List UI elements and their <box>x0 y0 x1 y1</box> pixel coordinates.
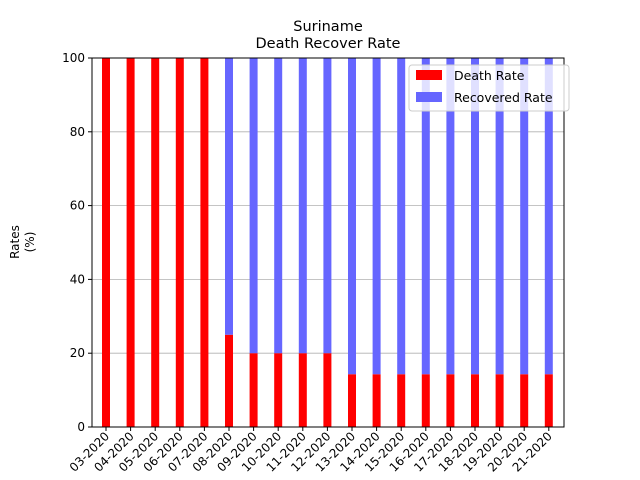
bar-death-rate-18-2020 <box>471 374 479 427</box>
bar-recovered-rate-15-2020 <box>397 58 406 375</box>
legend-frame <box>408 64 570 112</box>
legend: Death Rate Recovered Rate <box>408 64 570 112</box>
bar-recovered-rate-10-2020 <box>274 58 283 354</box>
bar-recovered-rate-18-2020 <box>471 58 479 375</box>
legend-swatch-death-rate <box>416 70 442 80</box>
bar-recovered-rate-08-2020 <box>225 58 233 335</box>
y-axis-label-line1: Rates <box>8 225 22 259</box>
bar-death-rate-10-2020 <box>274 353 283 427</box>
bar-recovered-rate-19-2020 <box>495 58 504 375</box>
bar-death-rate-04-2020 <box>126 58 135 427</box>
bar-death-rate-11-2020 <box>298 353 307 427</box>
bar-death-rate-16-2020 <box>421 374 430 427</box>
bar-death-rate-14-2020 <box>372 374 381 427</box>
x-axis: 03-202004-202005-202006-202007-202008-20… <box>67 427 555 475</box>
bar-death-rate-15-2020 <box>397 374 406 427</box>
bar-recovered-rate-20-2020 <box>520 58 529 375</box>
legend-label-recovered-rate: Recovered Rate <box>454 90 553 105</box>
bar-death-rate-03-2020 <box>102 58 110 427</box>
y-axis-label-line2: (%) <box>23 232 37 253</box>
plot-frame <box>91 57 565 428</box>
y-tick-label: 20 <box>70 346 85 360</box>
bar-death-rate-13-2020 <box>348 374 356 427</box>
bar-death-rate-05-2020 <box>151 58 160 427</box>
bar-death-rate-17-2020 <box>446 374 455 427</box>
y-tick-label: 0 <box>77 420 85 434</box>
y-tick-label: 80 <box>70 125 85 139</box>
bar-death-rate-21-2020 <box>544 374 553 427</box>
y-tick-label: 100 <box>62 51 85 65</box>
y-axis-label: Rates (%) <box>8 225 37 259</box>
legend-label-death-rate: Death Rate <box>454 68 525 83</box>
bar-recovered-rate-09-2020 <box>249 58 258 354</box>
bar-death-rate-08-2020 <box>225 334 233 427</box>
bar-death-rate-06-2020 <box>175 58 184 427</box>
y-axis: 0 20 40 60 80 100 <box>62 51 92 434</box>
chart-subtitle: Death Recover Rate <box>256 36 401 52</box>
bar-recovered-rate-12-2020 <box>323 58 332 354</box>
y-tick-label: 60 <box>70 199 85 213</box>
bar-death-rate-09-2020 <box>249 353 258 427</box>
bars <box>102 58 553 427</box>
bar-death-rate-07-2020 <box>200 58 209 427</box>
bar-recovered-rate-16-2020 <box>421 58 430 375</box>
chart-title: Suriname <box>293 19 363 35</box>
y-tick-label: 40 <box>70 272 85 286</box>
legend-swatch-recovered-rate <box>416 92 442 102</box>
bar-recovered-rate-14-2020 <box>372 58 381 375</box>
bar-recovered-rate-11-2020 <box>298 58 307 354</box>
bar-recovered-rate-13-2020 <box>348 58 356 375</box>
bar-recovered-rate-17-2020 <box>446 58 455 375</box>
bar-death-rate-20-2020 <box>520 374 529 427</box>
bar-death-rate-19-2020 <box>495 374 504 427</box>
bar-death-rate-12-2020 <box>323 353 332 427</box>
bar-recovered-rate-21-2020 <box>544 58 553 375</box>
